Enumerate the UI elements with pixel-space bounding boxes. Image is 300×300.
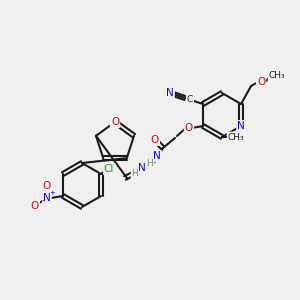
Text: O: O [151, 135, 159, 145]
Text: O: O [185, 123, 193, 133]
Text: N: N [43, 193, 51, 203]
Text: O: O [43, 181, 51, 191]
Text: O: O [31, 201, 39, 211]
Text: -: - [41, 196, 44, 206]
Text: Cl: Cl [104, 164, 114, 174]
Text: H: H [132, 169, 138, 178]
Text: C: C [187, 95, 193, 104]
Text: CH₃: CH₃ [228, 133, 244, 142]
Text: H: H [147, 158, 153, 167]
Text: O: O [111, 117, 119, 127]
Text: N: N [138, 163, 146, 173]
Text: N: N [166, 88, 174, 98]
Text: +: + [49, 190, 55, 196]
Text: O: O [257, 77, 265, 87]
Text: N: N [237, 121, 245, 131]
Text: CH₃: CH₃ [269, 71, 285, 80]
Text: N: N [153, 151, 161, 161]
